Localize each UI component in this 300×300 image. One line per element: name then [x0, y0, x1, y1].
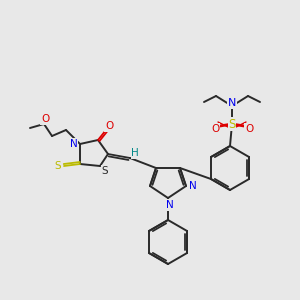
Text: N: N — [189, 181, 197, 191]
Text: S: S — [102, 166, 108, 176]
Text: O: O — [105, 121, 113, 131]
Text: O: O — [41, 114, 49, 124]
Text: N: N — [70, 139, 78, 149]
Text: S: S — [228, 118, 236, 130]
Text: O: O — [245, 124, 253, 134]
Text: O: O — [211, 124, 219, 134]
Text: S: S — [55, 161, 61, 171]
Text: N: N — [228, 98, 236, 108]
Text: H: H — [131, 148, 139, 158]
Text: N: N — [166, 200, 174, 210]
